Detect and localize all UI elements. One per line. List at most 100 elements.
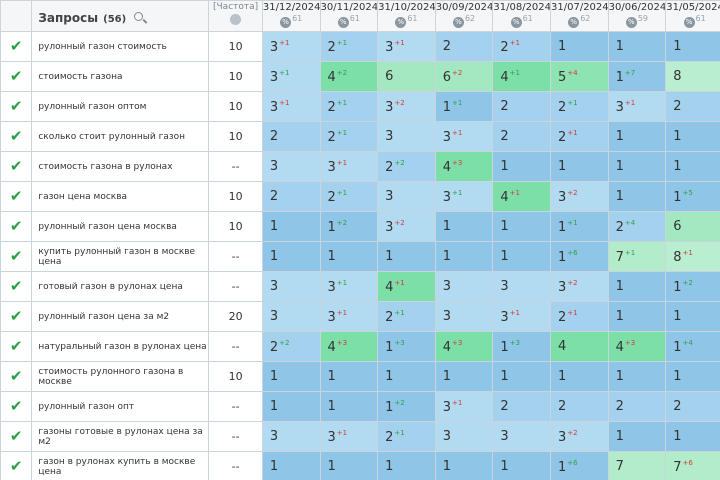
position-value: 4 — [558, 339, 567, 354]
position-delta: +1 — [624, 248, 636, 257]
position-cell: 3 — [261, 301, 321, 332]
position-cell: 3+2 — [377, 211, 436, 242]
position-cell: 2+1 — [319, 181, 379, 212]
position-value: 1 — [500, 369, 509, 384]
table-row: ✔ рулонный газон стоимость 10 3+1 2+1 3+1 2 2+1… — [0, 31, 720, 62]
position-value: 1 — [615, 39, 624, 54]
date-query-count: 61 — [522, 14, 533, 23]
row-check-cell[interactable]: ✔ — [0, 271, 33, 302]
check-icon[interactable]: ✔ — [9, 127, 23, 145]
check-icon[interactable]: ✔ — [9, 217, 23, 235]
check-icon[interactable]: ✔ — [9, 277, 23, 295]
row-check-cell[interactable]: ✔ — [0, 361, 33, 392]
row-check-cell[interactable]: ✔ — [0, 31, 33, 62]
row-check-cell[interactable]: ✔ — [0, 421, 33, 452]
position-cell: 2+1 — [319, 121, 379, 152]
position-delta: +1 — [336, 128, 348, 137]
position-delta: +1 — [394, 308, 405, 317]
position-cell: 2 — [492, 391, 551, 422]
header-date-cell[interactable]: 31/08/2024% 61 — [492, 0, 551, 32]
row-check-cell[interactable]: ✔ — [0, 211, 33, 242]
position-cell: 3+1 — [492, 301, 551, 332]
row-check-cell[interactable]: ✔ — [0, 151, 33, 182]
check-icon[interactable]: ✔ — [9, 337, 23, 355]
query-text: газоны готовые в рулонах цена за м2 — [31, 421, 210, 452]
frequency-value: 10 — [208, 31, 263, 62]
position-cell: 7+6 — [665, 451, 720, 480]
position-delta: +1 — [509, 68, 520, 77]
date-query-count: 61 — [292, 14, 303, 23]
position-value: 1 — [673, 189, 682, 205]
row-check-cell[interactable]: ✔ — [0, 61, 33, 92]
table-row: ✔ газон цена москва 10 2 2+1 3 3+1 4+1 3+2 1 1+5 — [0, 181, 720, 212]
position-value: 2 — [327, 39, 336, 55]
check-icon[interactable]: ✔ — [9, 187, 23, 205]
queries-title: Запросы — [38, 10, 99, 25]
check-icon[interactable]: ✔ — [9, 37, 23, 55]
row-check-cell[interactable]: ✔ — [0, 241, 33, 272]
row-check-cell[interactable]: ✔ — [0, 91, 33, 122]
query-text: рулонный газон опт — [31, 391, 210, 422]
header-queries-cell[interactable]: Запросы (56) — [31, 0, 210, 32]
check-icon[interactable]: ✔ — [9, 367, 23, 385]
row-check-cell[interactable]: ✔ — [0, 331, 33, 362]
check-icon[interactable]: ✔ — [9, 427, 23, 445]
position-delta: +1 — [509, 308, 520, 317]
table-body: ✔ рулонный газон стоимость 10 3+1 2+1 3+1 2 2+1… — [0, 31, 720, 480]
check-icon[interactable]: ✔ — [9, 157, 23, 175]
header-date-cell[interactable]: 30/06/2024% 59 — [607, 0, 667, 32]
header-date-cell[interactable]: 31/12/2024% 61 — [261, 0, 321, 32]
check-icon[interactable]: ✔ — [9, 307, 23, 325]
position-value: 3 — [385, 189, 394, 204]
position-delta: +1 — [394, 38, 405, 47]
header-frequency-cell[interactable]: [Частота] — [208, 0, 263, 32]
frequency-value: -- — [208, 241, 263, 272]
position-value: 1 — [327, 459, 336, 474]
position-cell: 4+3 — [607, 331, 667, 362]
position-delta: +2 — [394, 218, 405, 227]
position-delta: +2 — [567, 428, 578, 437]
position-cell: 8 — [665, 61, 720, 92]
position-value: 3 — [558, 429, 567, 445]
check-icon[interactable]: ✔ — [9, 397, 23, 415]
check-icon[interactable]: ✔ — [9, 67, 23, 85]
query-text: готовый газон в рулонах цена — [31, 271, 210, 302]
position-cell: 1+3 — [377, 331, 436, 362]
row-check-cell[interactable]: ✔ — [0, 301, 33, 332]
position-cell: 1 — [665, 31, 720, 62]
position-cell: 2+1 — [492, 31, 551, 62]
check-icon[interactable]: ✔ — [9, 457, 23, 475]
row-check-cell[interactable]: ✔ — [0, 181, 33, 212]
check-icon[interactable]: ✔ — [9, 247, 23, 265]
header-date-cell[interactable]: 30/11/2024% 61 — [319, 0, 379, 32]
header-date-cell[interactable]: 31/07/2024% 62 — [550, 0, 609, 32]
position-delta: +1 — [567, 98, 578, 107]
row-check-cell[interactable]: ✔ — [0, 391, 33, 422]
row-check-cell[interactable]: ✔ — [0, 451, 33, 480]
position-value: 1 — [615, 159, 624, 174]
position-value: 2 — [269, 129, 279, 144]
position-value: 1 — [673, 159, 682, 174]
position-cell: 3 — [434, 421, 494, 452]
position-value: 2 — [269, 339, 279, 355]
frequency-badge — [230, 14, 242, 25]
header-date-cell[interactable]: 30/09/2024% 62 — [434, 0, 494, 32]
position-delta: +7 — [624, 68, 636, 77]
position-value: 3 — [442, 429, 452, 444]
position-value: 1 — [558, 249, 567, 265]
position-cell: 3+1 — [607, 91, 667, 122]
position-value: 3 — [269, 99, 279, 115]
frequency-label: [Частота] — [213, 2, 259, 12]
position-delta: +2 — [394, 98, 405, 107]
header-date-cell[interactable]: 31/05/2024% 61 — [665, 0, 720, 32]
header-date-cell[interactable]: 31/10/2024% 61 — [377, 0, 436, 32]
position-cell: 1 — [319, 391, 379, 422]
position-cell: 3+1 — [434, 181, 494, 212]
position-value: 5 — [558, 69, 567, 85]
position-cell: 4+2 — [319, 61, 379, 92]
check-icon[interactable]: ✔ — [9, 97, 23, 115]
date-label: 31/07/2024 — [551, 2, 609, 13]
position-value: 4 — [327, 339, 336, 355]
search-icon[interactable] — [134, 11, 144, 21]
row-check-cell[interactable]: ✔ — [0, 121, 33, 152]
